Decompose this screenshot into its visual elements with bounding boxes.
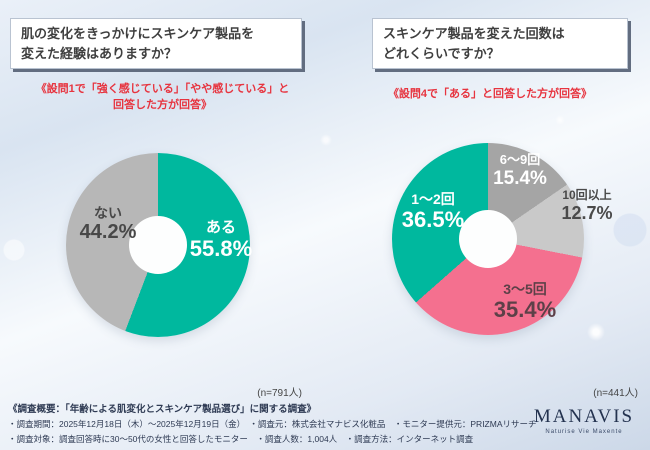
survey-period-source: ・調査期間：2025年12月18日（木）〜2025年12月19日（金） ・調査元… — [8, 419, 537, 429]
question1-note: 《設問1で「強く感じている」「やや感じている」と 回答した方が回答》 — [35, 83, 290, 111]
pie-label-6to9: 6〜9回 15.4% — [493, 152, 547, 189]
survey-summary: 《調査概要：「年齢による肌変化とスキンケア製品選び」に関する調査》 ・調査期間：… — [8, 401, 543, 445]
sample-size-q2: (n=441人) — [593, 388, 638, 399]
pie-label-3to5: 3〜5回 35.4% — [493, 281, 557, 323]
donut-hole — [459, 210, 517, 268]
donut-hole — [129, 216, 187, 274]
brand-tagline: Naturise Vie Maxente — [545, 429, 623, 435]
brand-name: MANAVIS — [533, 406, 635, 427]
survey-target-method: ・調査対象：調査回答時に30〜50代の女性と回答したモニター ・調査人数：1,0… — [8, 434, 474, 444]
sample-size-q1: (n=791人) — [257, 388, 302, 399]
pie-label-aru: ある 55.8% — [189, 219, 253, 262]
manavis-logo: MANAVIS Naturise Vie Maxente — [528, 406, 640, 435]
question2-title: スキンケア製品を変えた回数は どれくらいですか？ — [372, 18, 628, 69]
survey-summary-title: 《調査概要：「年齢による肌変化とスキンケア製品選び」に関する調査》 — [8, 404, 317, 415]
question2-note: 《設問4で「ある」と回答した方が回答》 — [387, 88, 593, 100]
pie-label-1to2: 1〜2回 36.5% — [401, 191, 465, 233]
pie-label-10plus: 10回以上 12.7% — [561, 188, 613, 223]
pie-chart-q1: ある 55.8% ない 44.2% — [66, 153, 252, 337]
pie-chart-q2: 6〜9回 15.4% 10回以上 12.7% 3〜5回 35.4% 1〜2回 3… — [392, 143, 613, 335]
pie-label-nai: ない 44.2% — [79, 205, 137, 244]
question1-title: 肌の変化をきっかけにスキンケア製品を 変えた経験はありますか？ — [10, 18, 302, 69]
